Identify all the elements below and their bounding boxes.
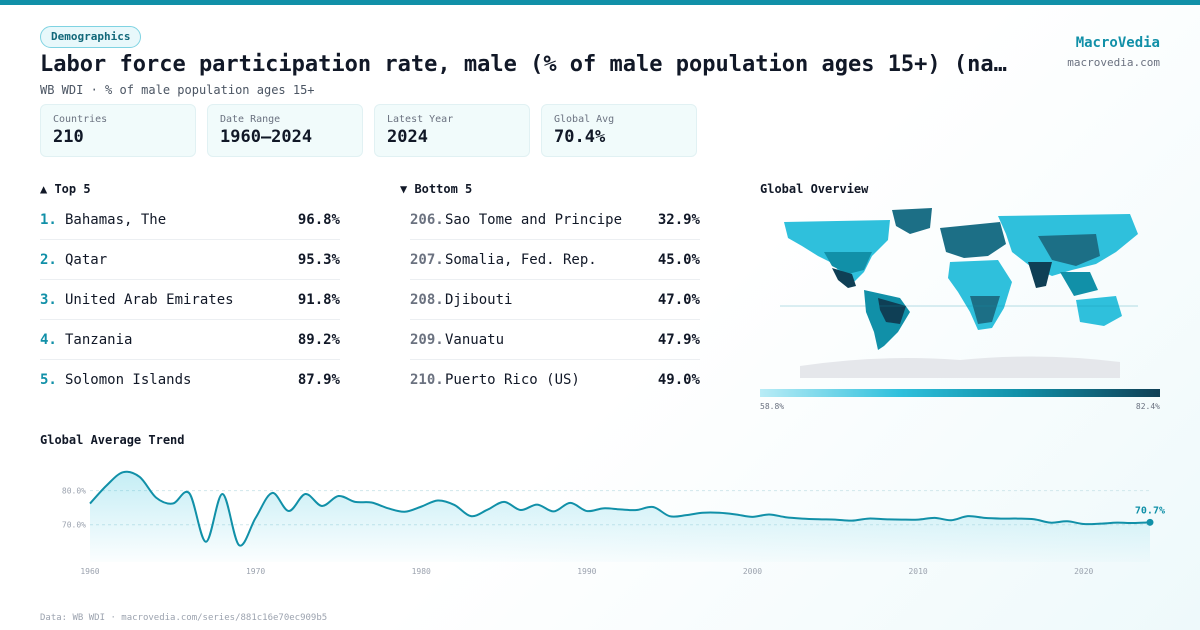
bottom5-title: ▼ Bottom 5 (400, 182, 473, 196)
footer-source: Data: WB WDI · macrovedia.com/series/881… (40, 613, 328, 623)
brazil-shape (878, 298, 906, 324)
stat-value: 210 (53, 127, 84, 147)
rank-number: 208. (410, 291, 444, 308)
trend-title: Global Average Trend (40, 433, 185, 447)
country-name: Puerto Rico (US) (445, 372, 580, 388)
india-shape (1028, 262, 1052, 288)
country-name: Qatar (65, 251, 108, 268)
usa-shape (824, 252, 872, 274)
world-map-svg (780, 208, 1138, 378)
country-name: Somalia, Fed. Rep. (445, 251, 597, 268)
stat-label: Global Avg (554, 114, 615, 125)
stat-value: 2024 (387, 127, 428, 147)
last-value-label: 70.7% (1135, 505, 1165, 516)
list-item[interactable]: 5. Solomon Islands 87.9% (40, 360, 340, 400)
stat-card-countries: Countries 210 (40, 104, 196, 157)
country-value: 45.0% (657, 251, 700, 268)
country-value: 87.9% (297, 372, 340, 388)
page-title: Labor force participation rate, male (% … (40, 52, 1007, 77)
category-badge[interactable]: Demographics (40, 26, 142, 48)
world-map[interactable] (760, 200, 1160, 385)
stat-card-global-avg: Global Avg 70.4% (541, 104, 697, 157)
stat-card-latest-year: Latest Year 2024 (374, 104, 530, 157)
country-name: Djibouti (445, 291, 513, 308)
southeast-asia-shape (1060, 272, 1098, 296)
country-name: Solomon Islands (65, 372, 192, 388)
x-tick-label: 1990 (577, 567, 596, 576)
y-tick-label: 80.0% (62, 487, 86, 496)
legend-max-label: 82.4% (1135, 402, 1160, 411)
country-value: 89.2% (297, 331, 340, 348)
stat-label: Latest Year (387, 114, 454, 125)
rank-number: 210. (410, 372, 444, 388)
top5-list: 1. Bahamas, The 96.8% 2. Qatar 95.3% 3. … (40, 200, 340, 400)
greenland-shape (892, 208, 932, 234)
rank-number: 2. (40, 251, 57, 268)
rank-number: 5. (40, 372, 57, 388)
country-name: Tanzania (65, 331, 133, 348)
africa-shape (948, 260, 1012, 330)
country-value: 49.0% (657, 372, 700, 388)
stat-label: Countries (53, 114, 108, 125)
y-tick-label: 70.0% (62, 521, 86, 530)
country-value: 47.0% (657, 291, 700, 308)
antarctica-shape (800, 356, 1120, 378)
country-value: 32.9% (657, 211, 700, 228)
list-item[interactable]: 1. Bahamas, The 96.8% (40, 200, 340, 240)
x-tick-label: 1960 (80, 567, 99, 576)
rank-number: 209. (410, 331, 444, 348)
label-layer: 70.0% 80.0% 1960 1970 1980 1990 2000 2010 2020 70… (62, 487, 1165, 576)
rank-number: 1. (40, 211, 57, 228)
brand-url[interactable]: macrovedia.com (1067, 56, 1160, 69)
last-point-marker[interactable] (1146, 518, 1154, 526)
country-name: Bahamas, The (65, 211, 167, 228)
rank-number: 206. (410, 211, 444, 228)
country-name: Vanuatu (445, 331, 505, 348)
stat-value: 1960–2024 (220, 127, 313, 147)
map-color-legend (760, 389, 1160, 397)
list-item[interactable]: 206. Sao Tome and Principe 32.9% (410, 200, 700, 240)
stat-value: 70.4% (554, 127, 606, 147)
country-value: 95.3% (297, 251, 340, 268)
stat-card-date-range: Date Range 1960–2024 (207, 104, 363, 157)
list-item[interactable]: 3. United Arab Emirates 91.8% (40, 280, 340, 320)
country-value: 96.8% (297, 211, 340, 228)
asia-core-shape (1038, 234, 1100, 266)
legend-min-label: 58.8% (760, 402, 785, 411)
mexico-shape (832, 268, 856, 288)
list-item[interactable]: 2. Qatar 95.3% (40, 240, 340, 280)
x-tick-label: 1980 (412, 567, 431, 576)
europe-shape (940, 222, 1006, 258)
trend-chart[interactable]: 70.0% 80.0% 1960 1970 1980 1990 2000 2010 2020 70… (0, 450, 1200, 580)
australia-shape (1076, 296, 1122, 326)
rank-number: 4. (40, 331, 57, 348)
trend-line (89, 470, 1151, 547)
x-tick-label: 2010 (908, 567, 927, 576)
country-value: 47.9% (657, 331, 700, 348)
list-item[interactable]: 208. Djibouti 47.0% (410, 280, 700, 320)
page-subtitle: WB WDI · % of male population ages 15+ (40, 83, 315, 97)
list-item[interactable]: 207. Somalia, Fed. Rep. 45.0% (410, 240, 700, 280)
top-accent-bar (0, 0, 1200, 5)
country-value: 91.8% (297, 291, 340, 308)
rank-number: 207. (410, 251, 444, 268)
list-item[interactable]: 210. Puerto Rico (US) 49.0% (410, 360, 700, 400)
list-item[interactable]: 4. Tanzania 89.2% (40, 320, 340, 360)
brand-name[interactable]: MacroVedia (1075, 35, 1160, 51)
country-name: United Arab Emirates (65, 291, 234, 308)
x-tick-label: 1970 (246, 567, 265, 576)
map-title: Global Overview (760, 182, 869, 196)
x-tick-label: 2000 (743, 567, 762, 576)
bottom5-list: 206. Sao Tome and Principe 32.9% 207. So… (410, 200, 700, 400)
trend-area (90, 471, 1150, 562)
list-item[interactable]: 209. Vanuatu 47.9% (410, 320, 700, 360)
top5-title: ▲ Top 5 (40, 182, 91, 196)
country-name: Sao Tome and Principe (445, 211, 623, 228)
africa-south-shape (970, 296, 1000, 324)
x-tick-label: 2020 (1074, 567, 1093, 576)
rank-number: 3. (40, 291, 57, 308)
stat-label: Date Range (220, 114, 281, 125)
